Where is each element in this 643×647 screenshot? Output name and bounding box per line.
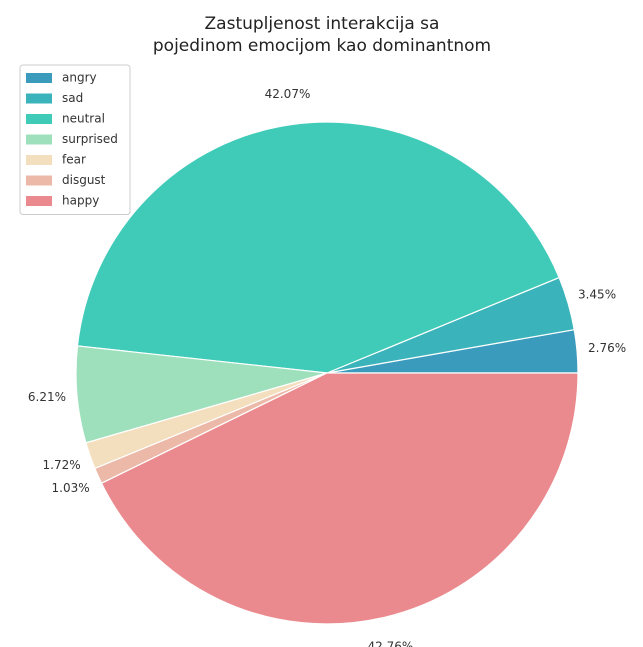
legend-swatch [26, 175, 52, 186]
legend-swatch [26, 114, 52, 124]
legend-label: happy [62, 194, 99, 208]
pie-slice [100, 372, 579, 625]
legend-label: surprised [62, 132, 118, 146]
slice-label: 3.45% [578, 287, 616, 301]
legend-swatch [26, 196, 52, 206]
slice-label: 1.72% [43, 458, 81, 472]
legend-swatch [26, 93, 52, 104]
slice-label: 6.21% [28, 390, 66, 404]
pie-slice [76, 121, 560, 374]
slice-label: 42.76% [368, 639, 414, 647]
slice-label: 2.76% [588, 341, 626, 355]
chart-title: Zastupljenost interakcija sa [205, 14, 440, 34]
slice-label: 42.07% [265, 87, 311, 101]
legend-swatch [26, 155, 52, 165]
legend-swatch [26, 134, 52, 145]
slice-label: 1.03% [52, 481, 90, 495]
chart-title: pojedinom emocijom kao dominantnom [153, 36, 491, 56]
legend-label: angry [62, 71, 97, 85]
legend-label: sad [62, 91, 83, 105]
legend-label: disgust [62, 173, 106, 187]
legend-label: neutral [62, 112, 105, 126]
legend-label: fear [62, 153, 86, 167]
legend-swatch [26, 73, 52, 83]
